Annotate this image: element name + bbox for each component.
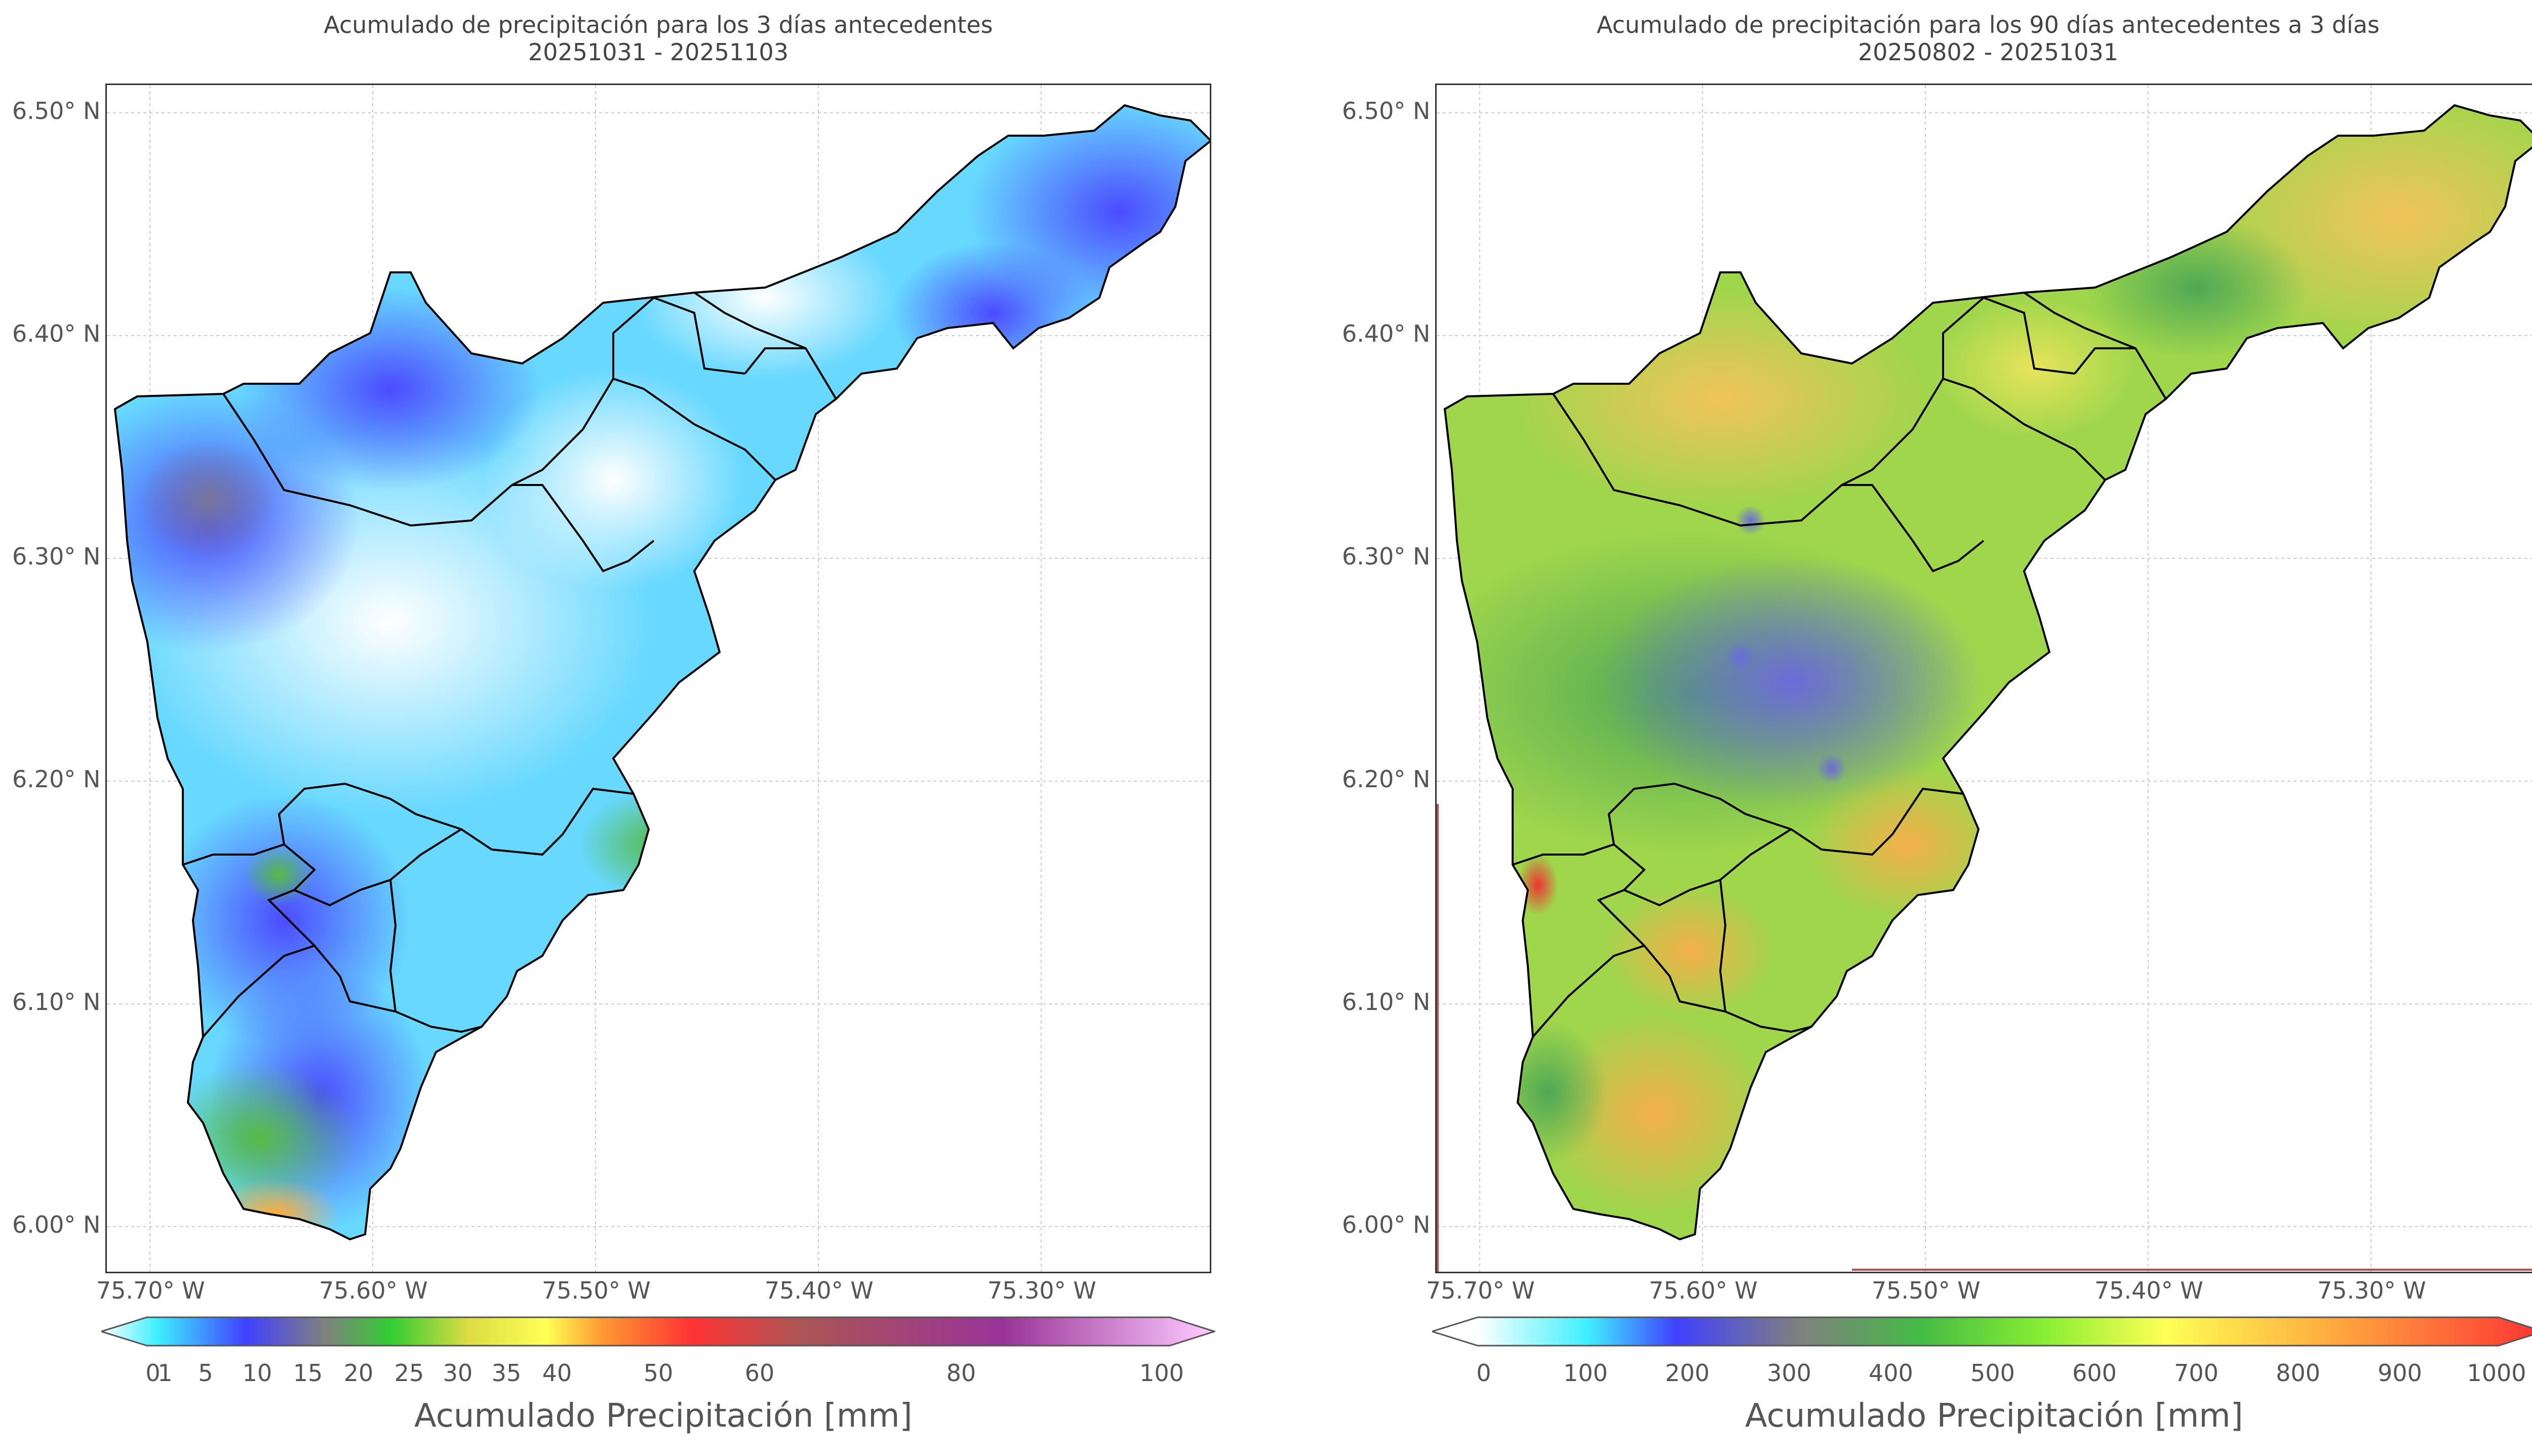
left-basin-boundaries <box>113 104 1210 1241</box>
colorbar-tick: 300 <box>1767 1359 1811 1387</box>
colorbar-tick: 30 <box>443 1359 473 1387</box>
lat-tick: 6.00° N <box>12 1211 101 1238</box>
lon-tick: 75.40° W <box>2094 1277 2203 1304</box>
lon-tick: 75.30° W <box>987 1277 1096 1304</box>
lat-tick: 6.30° N <box>12 543 101 570</box>
right-colorbar-label: Acumulado Precipitación [mm] <box>1745 1397 2243 1435</box>
colorbar-tick: 700 <box>2174 1359 2219 1387</box>
colorbar-tick: 0 <box>145 1359 161 1387</box>
colorbar-tick: 500 <box>1970 1359 2015 1387</box>
colorbar-tick: 80 <box>946 1359 976 1387</box>
colorbar-tick: 35 <box>491 1359 522 1387</box>
lat-tick: 6.50° N <box>12 97 101 125</box>
left-panel-title: Acumulado de precipitación para los 3 dí… <box>106 11 1210 66</box>
left-title-line2: 20251031 - 20251103 <box>528 38 789 66</box>
lon-tick: 75.70° W <box>1426 1277 1535 1304</box>
lon-tick: 75.30° W <box>2317 1277 2426 1304</box>
left-map-axes <box>105 84 1211 1273</box>
lon-tick: 75.50° W <box>1872 1277 1981 1304</box>
right-map-axes <box>1435 84 2532 1273</box>
lat-tick: 6.30° N <box>1342 543 1431 570</box>
colorbar-tick: 20 <box>343 1359 374 1387</box>
right-basin-boundaries <box>1443 104 2532 1241</box>
colorbar-tick: 60 <box>744 1359 775 1387</box>
colorbar-tick: 1000 <box>2467 1359 2526 1387</box>
colorbar-tick: 50 <box>643 1359 674 1387</box>
lat-tick: 6.10° N <box>12 988 101 1016</box>
lat-tick: 6.20° N <box>1342 765 1431 793</box>
lon-tick: 75.50° W <box>542 1277 651 1304</box>
lon-tick: 75.60° W <box>1649 1277 1758 1304</box>
left-precip-field <box>115 105 1210 1239</box>
lat-tick: 6.10° N <box>1342 988 1431 1016</box>
left-map-plot <box>107 85 1210 1272</box>
colorbar-tick: 600 <box>2072 1359 2117 1387</box>
lat-tick: 6.40° N <box>12 320 101 347</box>
lat-tick: 6.50° N <box>1342 97 1431 125</box>
right-title-line2: 20250802 - 20251031 <box>1857 38 2119 66</box>
colorbar-tick: 400 <box>1869 1359 1913 1387</box>
right-title-line1: Acumulado de precipitación para los 90 d… <box>1596 11 2380 38</box>
colorbar-tick: 100 <box>1563 1359 1608 1387</box>
colorbar-tick: 900 <box>2378 1359 2422 1387</box>
lon-tick: 75.60° W <box>319 1277 428 1304</box>
right-panel-title: Acumulado de precipitación para los 90 d… <box>1435 11 2532 66</box>
colorbar-tick: 1 <box>157 1359 173 1387</box>
colorbar-tick: 40 <box>542 1359 572 1387</box>
right-colorbar <box>1429 1316 2532 1347</box>
right-precip-field <box>1445 105 2532 1239</box>
lat-tick: 6.00° N <box>1342 1211 1431 1238</box>
colorbar-tick: 15 <box>293 1359 323 1387</box>
left-title-line1: Acumulado de precipitación para los 3 dí… <box>324 11 993 38</box>
colorbar-tick: 10 <box>242 1359 272 1387</box>
lon-tick: 75.70° W <box>96 1277 205 1304</box>
colorbar-tick: 100 <box>1139 1359 1184 1387</box>
lon-tick: 75.40° W <box>765 1277 874 1304</box>
colorbar-tick: 200 <box>1665 1359 1710 1387</box>
lat-tick: 6.40° N <box>1342 320 1431 347</box>
left-colorbar-label: Acumulado Precipitación [mm] <box>414 1397 913 1435</box>
colorbar-tick: 800 <box>2276 1359 2320 1387</box>
colorbar-tick: 5 <box>198 1359 213 1387</box>
colorbar-tick: 25 <box>394 1359 424 1387</box>
lat-tick: 6.20° N <box>12 765 101 793</box>
colorbar-tick: 0 <box>1476 1359 1491 1387</box>
left-colorbar <box>98 1316 1217 1347</box>
right-map-plot <box>1437 85 2532 1272</box>
